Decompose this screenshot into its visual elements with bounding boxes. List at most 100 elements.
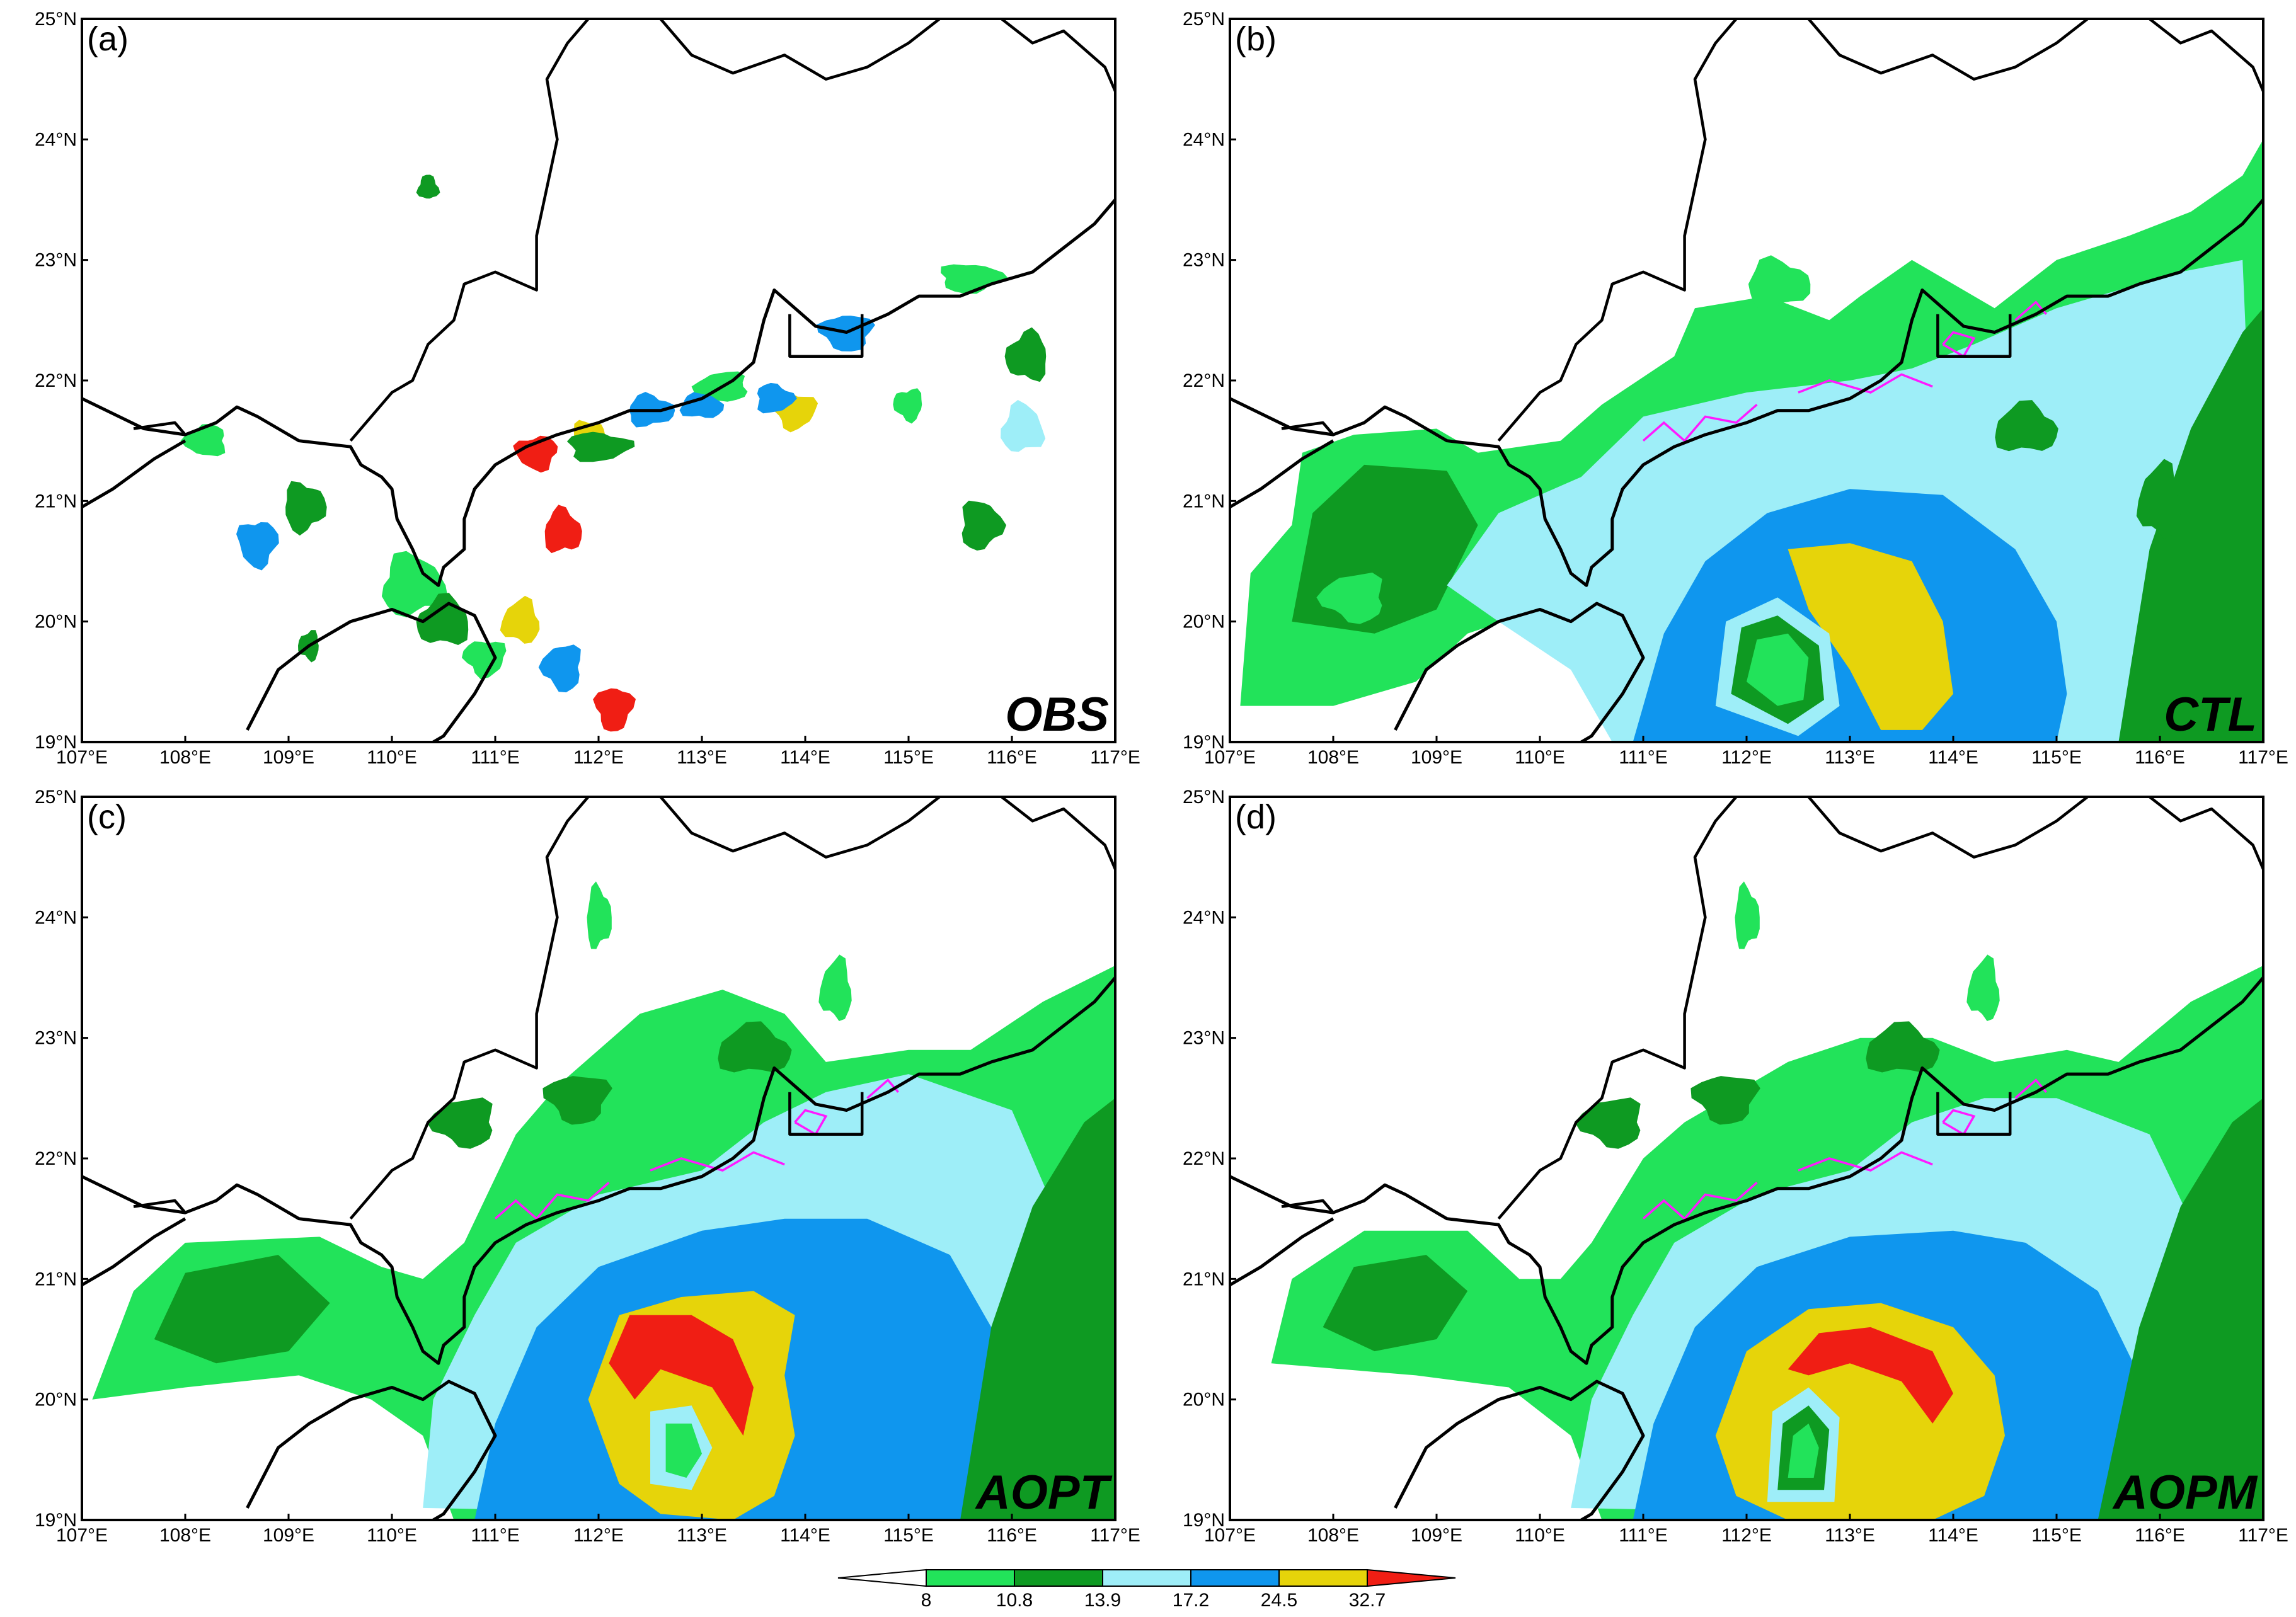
precip-cell bbox=[941, 264, 1008, 294]
lat-tick-label: 19°N bbox=[1183, 732, 1225, 753]
precip-contour-c8 bbox=[665, 1423, 702, 1478]
lon-tick-label: 108°E bbox=[159, 747, 211, 768]
lon-tick-label: 110°E bbox=[367, 747, 417, 768]
coastline bbox=[1230, 976, 2263, 1365]
coastline bbox=[82, 976, 1115, 1365]
colorbar-label: 10.8 bbox=[996, 1590, 1033, 1611]
lon-tick-label: 107°E bbox=[1204, 747, 1256, 768]
colorbar-label: 8 bbox=[921, 1590, 932, 1611]
precip-contour-c24_5 bbox=[1788, 543, 1953, 730]
lon-tick-label: 115°E bbox=[2031, 1525, 2082, 1546]
precip-patch bbox=[1575, 1097, 1641, 1149]
lon-tick-label: 113°E bbox=[677, 1525, 727, 1546]
magenta-contour bbox=[1642, 403, 1758, 443]
hong-kong-boundary bbox=[1936, 1092, 2012, 1136]
lon-tick-label: 116°E bbox=[987, 1525, 1037, 1546]
lat-tick-label: 25°N bbox=[35, 9, 77, 30]
precip-patch bbox=[1966, 954, 2000, 1021]
panel-letter: (d) bbox=[1235, 798, 1277, 836]
province-border bbox=[1497, 797, 1738, 1220]
colorbar-segment bbox=[1278, 1569, 1368, 1587]
panel-letter: (a) bbox=[87, 20, 129, 58]
precip-patch bbox=[1690, 1076, 1760, 1125]
precip-patch bbox=[427, 1097, 493, 1149]
lat-tick-label: 21°N bbox=[1183, 1269, 1225, 1289]
magenta-contour bbox=[794, 1109, 828, 1136]
precip-contour-c8 bbox=[1747, 633, 1809, 706]
precip-cell bbox=[566, 431, 635, 462]
coastline bbox=[1230, 198, 2263, 587]
vietnam-coast bbox=[1230, 1217, 1335, 1287]
lat-tick-label: 22°N bbox=[1183, 370, 1225, 391]
lat-tick-label: 24°N bbox=[35, 129, 77, 150]
precip-cell bbox=[180, 424, 226, 457]
lon-tick-label: 112°E bbox=[1721, 747, 1772, 768]
colorbar-label: 13.9 bbox=[1084, 1590, 1121, 1611]
panel-name: AOPT bbox=[975, 1466, 1113, 1519]
lon-tick-label: 117°E bbox=[1090, 1525, 1140, 1546]
lat-tick-label: 20°N bbox=[35, 612, 77, 632]
magenta-contour bbox=[1798, 373, 1933, 394]
precip-cell bbox=[500, 595, 540, 644]
vietnam-coast bbox=[82, 1217, 187, 1287]
hainan-coast bbox=[246, 602, 497, 742]
panel-c-aopt: 107°E 108°E 109°E 110°E 111°E 112°E 113°E 114°E… bbox=[35, 787, 1140, 1546]
precip-patch bbox=[718, 1021, 792, 1073]
lon-tick-label: 109°E bbox=[1411, 1525, 1462, 1546]
lon-tick-label: 114°E bbox=[780, 747, 830, 768]
hainan-coast bbox=[246, 1380, 497, 1520]
lon-tick-label: 113°E bbox=[1825, 747, 1875, 768]
precip-contour-c32_7 bbox=[609, 1315, 754, 1436]
lon-tick-label: 117°E bbox=[1090, 747, 1140, 768]
lat-tick-label: 22°N bbox=[1183, 1148, 1225, 1169]
precip-cell bbox=[757, 382, 797, 414]
hong-kong-boundary bbox=[1936, 314, 2012, 358]
lon-tick-label: 108°E bbox=[1307, 1525, 1359, 1546]
lat-tick-label: 21°N bbox=[35, 491, 77, 511]
panel-letter: (b) bbox=[1235, 20, 1277, 58]
lon-tick-label: 110°E bbox=[1515, 747, 1565, 768]
province-border bbox=[2149, 19, 2263, 92]
lat-tick-label: 20°N bbox=[1183, 612, 1225, 632]
colorbar: 8 10.8 13.9 17.2 24.5 32.7 bbox=[837, 1568, 1456, 1611]
lon-tick-label: 111°E bbox=[471, 1525, 520, 1546]
lon-tick-label: 116°E bbox=[2135, 747, 2185, 768]
panel-name: OBS bbox=[1005, 688, 1109, 741]
precip-patch bbox=[1866, 1021, 1940, 1073]
colorbar-label: 24.5 bbox=[1261, 1590, 1297, 1611]
vietnam-coast bbox=[82, 439, 187, 509]
lon-tick-label: 108°E bbox=[159, 1525, 211, 1546]
lon-tick-label: 112°E bbox=[573, 747, 624, 768]
precip-contour-c8 bbox=[1788, 1423, 1819, 1478]
province-border bbox=[349, 19, 590, 442]
lat-tick-label: 25°N bbox=[35, 787, 77, 808]
colorbar-cap-low bbox=[837, 1568, 927, 1587]
lon-tick-label: 115°E bbox=[883, 1525, 934, 1546]
lon-tick-label: 109°E bbox=[263, 747, 314, 768]
map-field bbox=[82, 19, 1115, 742]
magenta-contour bbox=[1798, 1151, 1933, 1172]
colorbar-cap-high bbox=[1367, 1568, 1456, 1587]
lon-tick-label: 114°E bbox=[1928, 1525, 1978, 1546]
national-border bbox=[133, 1199, 187, 1214]
national-border bbox=[133, 421, 187, 436]
lat-tick-label: 19°N bbox=[1183, 1510, 1225, 1531]
lat-tick-label: 22°N bbox=[35, 1148, 77, 1169]
precip-contour-c10_8 bbox=[2118, 308, 2263, 742]
precip-cell bbox=[461, 641, 507, 680]
lat-tick-label: 20°N bbox=[1183, 1390, 1225, 1410]
precip-patch bbox=[542, 1076, 612, 1125]
lon-tick-label: 116°E bbox=[2135, 1525, 2185, 1546]
precip-cell bbox=[513, 435, 558, 473]
national-border bbox=[1281, 421, 1335, 436]
precip-cell bbox=[1001, 399, 1046, 452]
magenta-contour bbox=[650, 1151, 785, 1172]
lon-tick-label: 110°E bbox=[1515, 1525, 1565, 1546]
precip-patch bbox=[587, 881, 612, 949]
lat-tick-label: 19°N bbox=[35, 732, 77, 753]
precip-patch bbox=[2136, 459, 2181, 539]
lat-tick-label: 23°N bbox=[35, 1028, 77, 1049]
province-border bbox=[1807, 19, 2089, 81]
lon-tick-label: 109°E bbox=[1411, 747, 1462, 768]
lon-tick-label: 107°E bbox=[56, 747, 108, 768]
